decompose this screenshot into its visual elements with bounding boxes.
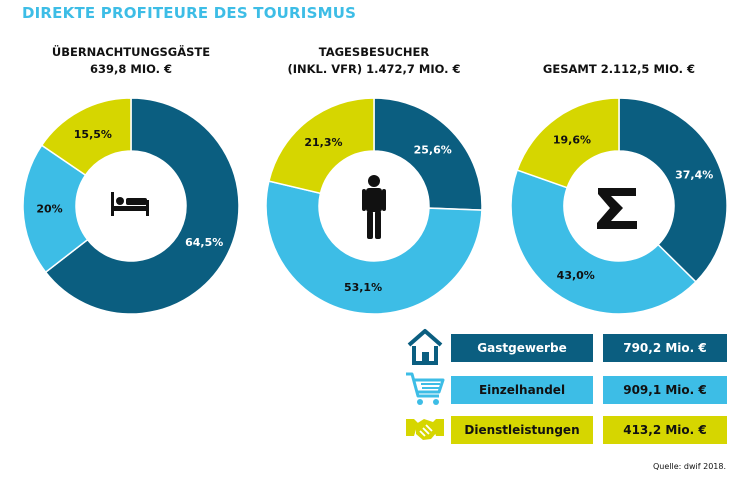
legend-value-gastgewerbe: 790,2 Mio. € <box>603 334 727 362</box>
legend-row-gastgewerbe: Gastgewerbe 790,2 Mio. € <box>405 329 727 365</box>
donut-2-slice-dienstleistungen <box>268 97 375 195</box>
source-note: Quelle: dwif 2018. <box>653 462 726 471</box>
handshake-icon <box>406 419 444 440</box>
donut-1-slice-gastgewerbe <box>44 97 240 315</box>
donut-1-label-einzelhandel: 20% <box>36 203 62 216</box>
donut-3-slice-einzelhandel <box>510 169 697 315</box>
donut-2-label-dienstleistungen: 21,3% <box>304 136 342 149</box>
legend-row-einzelhandel: Einzelhandel 909,1 Mio. € <box>405 372 727 405</box>
donut-2-label-gastgewerbe: 25,6% <box>414 143 452 156</box>
chart-1-total: 639,8 MIO. € <box>90 62 172 76</box>
donut-charts: 64,5% 20% 15,5% 25,6% 53,1% 21,3% 37,4% 43,0% 19… <box>22 97 728 315</box>
donut-1-slice-dienstleistungen <box>40 97 132 177</box>
legend-value-einzelhandel: 909,1 Mio. € <box>603 376 727 404</box>
donut-3-slice-dienstleistungen <box>516 97 620 189</box>
bed-icon <box>111 192 149 216</box>
donut-2-slice-gastgewerbe <box>373 97 483 211</box>
page-title: DIREKTE PROFITEURE DES TOURISMUS <box>22 4 357 22</box>
chart-2-total: (INKL. VFR) 1.472,7 MIO. € <box>287 62 461 76</box>
shopping-cart-icon <box>406 372 445 405</box>
chart-1-title: ÜBERNACHTUNGSGÄSTE <box>51 45 211 59</box>
donut-1-label-gastgewerbe: 64,5% <box>185 236 223 249</box>
donut-3-label-gastgewerbe: 37,4% <box>675 169 713 182</box>
donut-3-slice-gastgewerbe <box>618 97 728 283</box>
donut-3-label-dienstleistungen: 19,6% <box>553 133 591 146</box>
chart-2-heading: TAGESBESUCHER (INKL. VFR) 1.472,7 MIO. € <box>264 44 484 78</box>
legend-category-gastgewerbe: Gastgewerbe <box>451 334 593 362</box>
legend-row-dienstleistungen: Dienstleistungen 413,2 Mio. € <box>405 416 727 444</box>
legend-value-dienstleistungen: 413,2 Mio. € <box>603 416 727 444</box>
donut-2-label-einzelhandel: 53,1% <box>344 281 382 294</box>
chart-1-heading: ÜBERNACHTUNGSGÄSTE 639,8 MIO. € <box>21 44 241 78</box>
donut-1-label-dienstleistungen: 15,5% <box>74 128 112 141</box>
house-icon <box>407 329 443 365</box>
sigma-icon <box>597 188 637 229</box>
legend-category-dienstleistungen: Dienstleistungen <box>451 416 593 444</box>
donut-3-label-einzelhandel: 43,0% <box>557 269 595 282</box>
chart-2-title: TAGESBESUCHER <box>318 45 430 59</box>
legend-category-einzelhandel: Einzelhandel <box>451 376 593 404</box>
chart-3-heading: GESAMT 2.112,5 MIO. € <box>509 61 729 78</box>
person-icon <box>362 175 386 239</box>
chart-3-title: GESAMT 2.112,5 MIO. € <box>542 62 696 76</box>
donut-2-slice-einzelhandel <box>265 180 483 315</box>
